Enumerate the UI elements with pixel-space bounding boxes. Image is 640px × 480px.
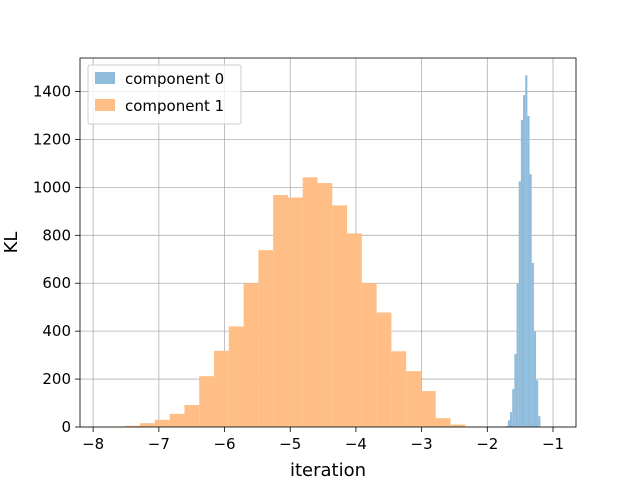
bar-component-1	[287, 197, 303, 427]
bar-component-1	[317, 183, 333, 427]
bar-component-0	[507, 420, 511, 427]
bar-component-0	[533, 331, 537, 427]
y-tick-label: 0	[61, 418, 71, 436]
bar-component-0	[538, 416, 541, 427]
x-tick-label: −7	[148, 435, 170, 453]
y-tick-label: 1400	[33, 83, 71, 101]
bar-component-1	[302, 177, 318, 427]
x-tick-label: −5	[279, 435, 301, 453]
bar-component-1	[199, 376, 215, 427]
legend-box	[87, 64, 242, 125]
bar-component-1	[140, 423, 155, 427]
x-tick-label: −1	[542, 435, 564, 453]
bar-component-1	[125, 425, 141, 427]
bar-component-1	[184, 404, 200, 427]
legend-swatch-component-1	[95, 99, 115, 111]
x-tick-label: −3	[411, 435, 433, 453]
bar-component-0	[505, 426, 508, 427]
histogram-bars	[95, 75, 541, 427]
legend-swatch-component-0	[95, 72, 115, 84]
bar-component-1	[243, 283, 259, 427]
bar-component-0	[510, 412, 513, 427]
y-tick-label: 1200	[33, 130, 71, 148]
bar-component-1	[214, 350, 229, 427]
bar-component-0	[518, 181, 521, 427]
bar-component-0	[527, 115, 530, 427]
x-tick-label: −4	[345, 435, 367, 453]
legend-label-component-1: component 1	[125, 97, 224, 115]
bar-component-0	[512, 389, 515, 427]
bar-component-1	[273, 195, 288, 427]
x-axis-label: iteration	[290, 460, 366, 480]
bar-component-1	[228, 326, 244, 427]
bar-component-1	[450, 424, 466, 427]
bar-component-1	[406, 371, 421, 427]
y-tick-label: 200	[42, 370, 71, 388]
y-axis-label: KL	[1, 232, 22, 254]
y-tick-label: 400	[42, 322, 71, 340]
bar-component-0	[525, 75, 528, 427]
bar-component-1	[391, 351, 407, 427]
bar-component-0	[516, 283, 519, 427]
bar-component-1	[376, 312, 392, 427]
x-tick-label: −2	[476, 435, 498, 453]
x-tick-label: −6	[213, 435, 235, 453]
bar-component-1	[420, 391, 436, 427]
bar-component-0	[523, 95, 526, 427]
bar-component-1	[154, 419, 170, 427]
bar-component-0	[529, 174, 532, 427]
legend: component 0 component 1	[87, 64, 242, 125]
bar-component-0	[531, 262, 534, 427]
y-tick-label: 1000	[33, 178, 71, 196]
y-tick-label: 600	[42, 274, 71, 292]
bar-component-0	[514, 353, 517, 427]
bar-component-1	[435, 418, 451, 427]
bar-component-1	[347, 233, 362, 427]
bar-component-1	[332, 205, 348, 427]
axis-ticks: −8 −7 −6 −5 −4 −3 −2 −1 0 200 400 600 800 1000 1200 140…	[33, 83, 564, 453]
plot-frame	[79, 57, 577, 428]
bar-component-0	[536, 380, 539, 427]
bar-component-1	[258, 250, 274, 427]
bar-component-0	[520, 119, 524, 427]
bar-component-1	[361, 283, 377, 427]
legend-label-component-0: component 0	[125, 70, 224, 88]
y-tick-label: 800	[42, 226, 71, 244]
bar-component-1	[169, 413, 185, 427]
x-tick-label: −8	[82, 435, 104, 453]
